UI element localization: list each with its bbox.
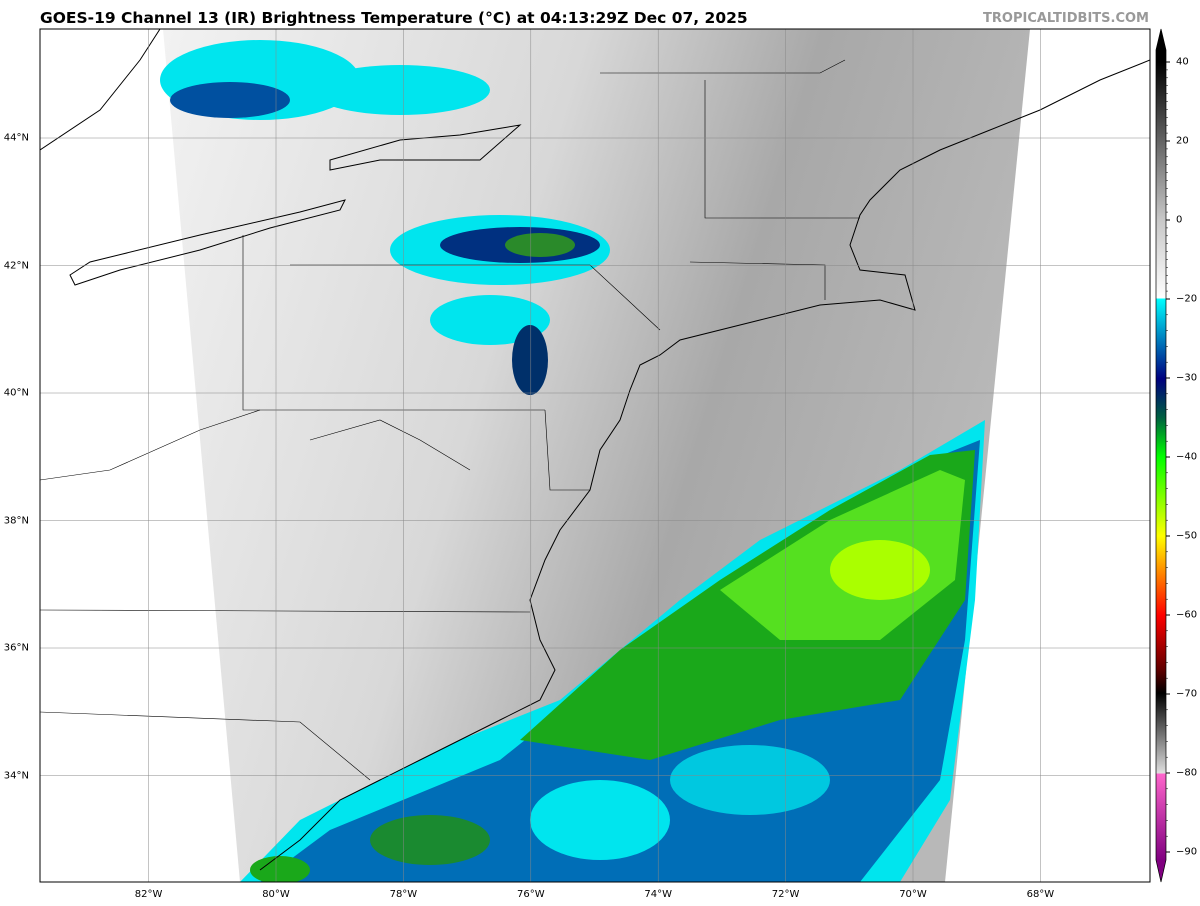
map-title: GOES-19 Channel 13 (IR) Brightness Tempe… [40, 9, 748, 27]
cloud-new-york [390, 215, 610, 395]
lon-label: 76°W [516, 889, 545, 900]
colorbar-tick-label: −60 [1176, 609, 1198, 621]
lon-label: 70°W [899, 889, 927, 900]
state-borders [40, 59, 860, 781]
lon-label: 74°W [644, 889, 672, 900]
lat-label: 42°N [3, 260, 29, 271]
coastlines [40, 29, 1150, 871]
lon-label: 80°W [262, 889, 290, 900]
cloud-band-southeast [240, 420, 985, 882]
colorbar-tick-label: −20 [1176, 293, 1198, 305]
lon-label: 82°W [134, 889, 163, 900]
lon-label: 72°W [771, 889, 800, 900]
colorbar [1155, 28, 1170, 883]
colorbar-gradient [1156, 50, 1166, 860]
lat-label: 36°N [3, 642, 29, 654]
lat-label: 44°N [3, 132, 29, 144]
map-frame [39, 28, 1151, 883]
lat-label: 38°N [3, 515, 29, 526]
colorbar-tick-label: −40 [1176, 451, 1198, 463]
colorbar-tick-label: −90 [1176, 846, 1198, 858]
lon-label: 68°W [1026, 889, 1055, 900]
colorbar-tick-label: 20 [1176, 135, 1189, 147]
colorbar-tick-label: −30 [1176, 372, 1198, 384]
colorbar-top-extend [1156, 29, 1166, 50]
lon-label: 78°W [389, 889, 418, 900]
cloud-northwest [160, 40, 490, 120]
colorbar-tick-label: −70 [1176, 688, 1198, 700]
site-watermark: TROPICALTIDBITS.COM [983, 11, 1149, 26]
lat-label: 40°N [3, 387, 29, 399]
colorbar-tick-label: −50 [1176, 530, 1198, 542]
colorbar-tick-label: −80 [1176, 767, 1198, 779]
graticule [40, 29, 1150, 882]
colorbar-tick-label: 0 [1176, 214, 1183, 226]
colorbar-bottom-extend [1156, 860, 1166, 882]
colorbar-tick-label: 40 [1176, 56, 1189, 68]
lat-label: 34°N [3, 770, 29, 781]
